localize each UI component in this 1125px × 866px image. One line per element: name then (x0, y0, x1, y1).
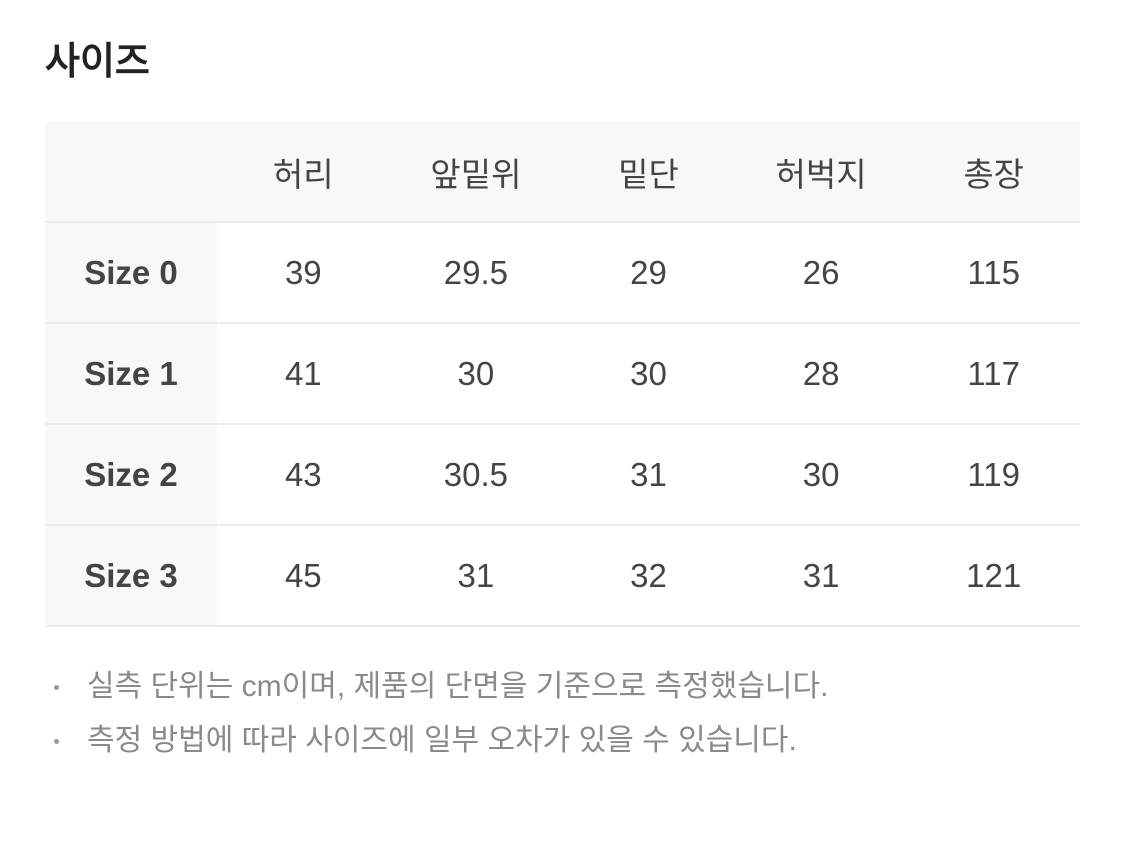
table-cell: 30 (562, 323, 735, 425)
table-cell: 41 (217, 323, 390, 425)
row-label: Size 3 (45, 525, 217, 627)
row-label: Size 1 (45, 323, 217, 425)
table-cell: 30 (389, 323, 563, 425)
header-waist: 허리 (217, 122, 390, 223)
table-cell: 45 (217, 525, 390, 627)
section-title: 사이즈 (45, 41, 150, 83)
size-table: 허리 앞밑위 밑단 허벅지 총장 Size 0 39 29.5 29 26 115 Size… (45, 122, 1080, 627)
table-cell: 39 (217, 222, 390, 324)
header-front-rise: 앞밑위 (389, 122, 563, 223)
header-corner (45, 122, 217, 223)
note-item: 측정 방법에 따라 사이즈에 일부 오차가 있을 수 있습니다. (50, 714, 828, 768)
table-row: Size 1 41 30 30 28 117 (45, 323, 1080, 425)
header-total-length: 총장 (907, 122, 1080, 223)
row-label: Size 0 (45, 222, 217, 324)
header-hem: 밑단 (562, 122, 735, 223)
table-cell: 30.5 (389, 424, 563, 526)
table-row: Size 0 39 29.5 29 26 115 (45, 222, 1080, 324)
table-cell: 31 (562, 424, 735, 526)
table-cell: 32 (562, 525, 735, 627)
header-thigh: 허벅지 (734, 122, 908, 223)
table-row: Size 2 43 30.5 31 30 119 (45, 424, 1080, 526)
bullet-icon (54, 684, 59, 690)
table-cell: 29 (562, 222, 735, 324)
note-item: 실측 단위는 cm이며, 제품의 단면을 기준으로 측정했습니다. (50, 660, 828, 714)
table-cell: 31 (734, 525, 908, 627)
table-cell: 43 (217, 424, 390, 526)
table-cell: 26 (734, 222, 908, 324)
table-cell: 115 (907, 222, 1080, 324)
table-cell: 117 (907, 323, 1080, 425)
table-cell: 28 (734, 323, 908, 425)
notes-list: 실측 단위는 cm이며, 제품의 단면을 기준으로 측정했습니다. 측정 방법에… (50, 660, 828, 768)
table-cell: 31 (389, 525, 563, 627)
table-header-row: 허리 앞밑위 밑단 허벅지 총장 (45, 122, 1080, 223)
table-cell: 29.5 (389, 222, 563, 324)
table-cell: 121 (907, 525, 1080, 627)
table-cell: 30 (734, 424, 908, 526)
table-cell: 119 (907, 424, 1080, 526)
note-text: 실측 단위는 cm이며, 제품의 단면을 기준으로 측정했습니다. (87, 670, 829, 703)
row-label: Size 2 (45, 424, 217, 526)
table-row: Size 3 45 31 32 31 121 (45, 525, 1080, 627)
bullet-icon (54, 738, 59, 744)
note-text: 측정 방법에 따라 사이즈에 일부 오차가 있을 수 있습니다. (87, 724, 797, 757)
